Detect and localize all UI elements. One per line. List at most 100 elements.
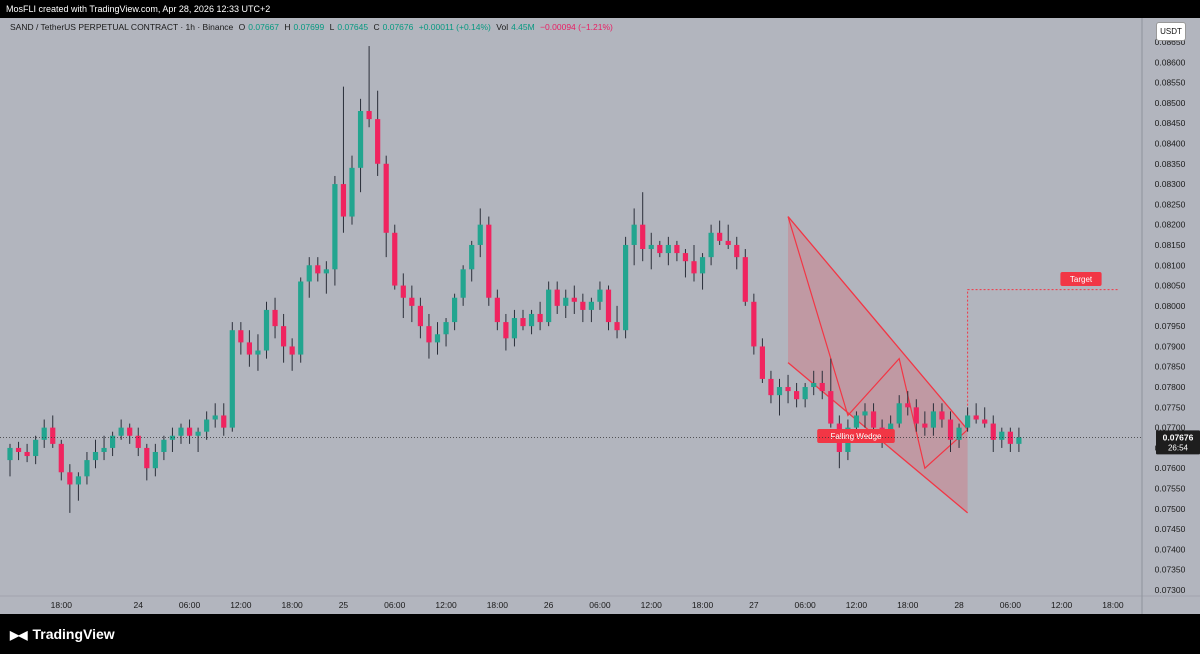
- candle-body: [631, 224, 637, 245]
- falling-wedge-area: [788, 216, 968, 513]
- chart-frame[interactable]: [0, 18, 1200, 614]
- time-tick-label: 06:00: [795, 600, 817, 610]
- price-tick-label: 0.08550: [1155, 78, 1186, 88]
- candle-body: [221, 415, 227, 428]
- candle-body: [127, 427, 133, 436]
- currency-button[interactable]: USDT: [1156, 22, 1186, 41]
- candle-body: [588, 301, 594, 310]
- candle-body: [768, 378, 774, 396]
- price-tick-label: 0.07400: [1155, 544, 1186, 554]
- falling-wedge-label-text: Falling Wedge: [831, 432, 883, 441]
- candle-body: [272, 309, 278, 327]
- time-tick-label: 06:00: [179, 600, 201, 610]
- candle-body: [281, 326, 287, 347]
- candle-body: [999, 431, 1005, 440]
- candle-body: [802, 387, 808, 400]
- candlestick-chart[interactable]: Falling Wedge Target 0.08650 0.08600 0.0855…: [0, 18, 1200, 614]
- low-label: L: [329, 22, 335, 32]
- open-value: 0.07667: [248, 22, 280, 32]
- candle-body: [92, 451, 99, 461]
- pattern-layer: [787, 216, 1118, 514]
- tradingview-logo[interactable]: ▶◀ TradingView: [10, 626, 115, 642]
- candle-body: [623, 244, 629, 331]
- candle-body: [563, 297, 569, 306]
- price-tick-label: 0.07850: [1155, 362, 1186, 372]
- candle-body: [1016, 437, 1022, 444]
- symbol-title[interactable]: SAND / TetherUS PERPETUAL CONTRACT · 1h …: [10, 22, 234, 32]
- candle-body: [725, 240, 731, 245]
- close-label: C: [373, 22, 380, 32]
- candle-body: [75, 476, 81, 485]
- price-tick-label: 0.07350: [1155, 565, 1186, 575]
- target-label-bg: [1060, 272, 1102, 286]
- candle-body: [460, 269, 466, 298]
- price-tick-label: 0.08100: [1155, 260, 1186, 270]
- volume-label: Vol: [496, 22, 509, 32]
- high-label: H: [284, 22, 291, 32]
- candle-body: [511, 318, 518, 339]
- brand-name: TradingView: [32, 626, 115, 642]
- time-tick-label: 18:00: [1102, 600, 1124, 610]
- top-caption-bar: MosFLI created with TradingView.com, Apr…: [0, 0, 1200, 18]
- candle-body: [375, 119, 381, 164]
- target-label-text: Target: [1070, 275, 1093, 284]
- close-value: 0.07676: [382, 22, 414, 32]
- price-tick-label: 0.08400: [1155, 138, 1186, 148]
- candle-body: [888, 423, 894, 432]
- price-tick-label: 0.08600: [1155, 57, 1186, 67]
- footer-bar: [0, 614, 1200, 654]
- price-tick-label: 0.08500: [1155, 98, 1186, 108]
- candle-body: [537, 313, 543, 323]
- price-tick-label: 0.07300: [1155, 585, 1186, 595]
- candle-body: [922, 423, 928, 428]
- candle-body: [930, 411, 936, 428]
- tradingview-logo-icon: ▶◀: [10, 628, 27, 642]
- open-label: O: [238, 22, 246, 32]
- candle-body: [255, 350, 261, 355]
- low-value: 0.07645: [337, 22, 369, 32]
- candle-body: [135, 435, 141, 448]
- price-tick-label: 0.07550: [1155, 484, 1186, 494]
- candle-body: [306, 265, 312, 282]
- price-tick-label: 0.07950: [1155, 321, 1186, 331]
- candle-body: [759, 346, 765, 379]
- time-tick-label: 18:00: [487, 600, 509, 610]
- time-tick-label: 18:00: [692, 600, 714, 610]
- candle-body: [24, 451, 30, 457]
- candle-body: [144, 447, 150, 469]
- time-tick-label: 06:00: [589, 600, 611, 610]
- candle-body: [691, 261, 697, 274]
- candle-body: [990, 423, 996, 440]
- time-tick-label: 28: [954, 600, 964, 610]
- candle-body: [973, 415, 979, 420]
- candle-body: [913, 407, 919, 424]
- price-tick-label: 0.07500: [1155, 504, 1186, 514]
- candle-body: [486, 224, 492, 298]
- time-tick-label: 27: [749, 600, 759, 610]
- candle-body: [426, 326, 432, 343]
- candle-body: [853, 415, 860, 428]
- candle-body: [819, 382, 825, 392]
- candle-body: [417, 305, 423, 327]
- candle-body: [212, 415, 218, 420]
- candle-body: [982, 419, 988, 424]
- candle-body: [452, 297, 458, 323]
- candle-body: [528, 313, 535, 327]
- time-tick-label: 06:00: [1000, 600, 1022, 610]
- price-tick-label: 0.07600: [1155, 463, 1186, 473]
- candle-body: [323, 269, 329, 274]
- time-tick-label: 12:00: [846, 600, 868, 610]
- falling-wedge-label: Falling Wedge: [817, 429, 895, 443]
- price-tick-label: 0.07800: [1155, 382, 1186, 392]
- price-tick-label: 0.08200: [1155, 220, 1186, 230]
- time-tick-label: 24: [134, 600, 144, 610]
- candle-body: [811, 382, 817, 388]
- candle-body: [699, 257, 706, 274]
- target-label: Target: [1060, 272, 1102, 286]
- candle-body: [905, 403, 911, 408]
- candle-body: [383, 163, 389, 233]
- candle-body: [682, 253, 689, 262]
- candle-body: [828, 391, 834, 424]
- candle-body: [340, 184, 347, 217]
- candle-body: [546, 289, 552, 323]
